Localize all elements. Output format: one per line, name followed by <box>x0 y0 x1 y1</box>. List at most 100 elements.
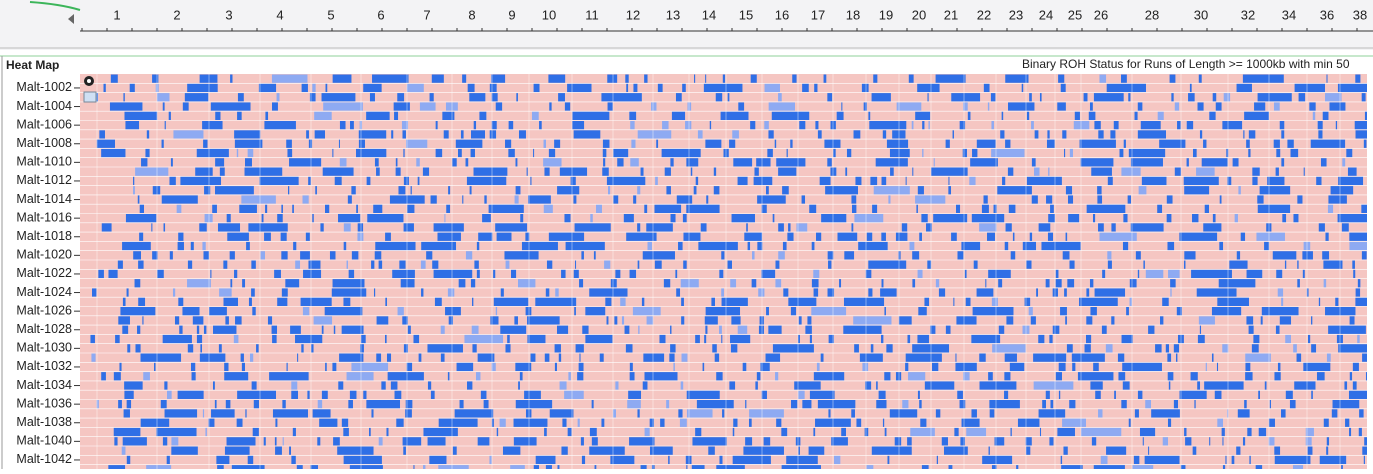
roh-block <box>1080 158 1114 167</box>
roh-block <box>264 232 271 241</box>
roh-block <box>1130 223 1164 232</box>
roh-block <box>525 307 532 316</box>
roh-block <box>433 223 464 232</box>
roh-block <box>1060 83 1066 93</box>
roh-block <box>321 325 324 334</box>
roh-block <box>662 121 669 130</box>
roh-block <box>676 288 681 297</box>
roh-block <box>581 251 584 260</box>
roh-block <box>881 176 887 186</box>
roh-block <box>675 93 682 102</box>
roh-block <box>478 232 493 241</box>
roh-block <box>1328 325 1366 334</box>
roh-block <box>1293 214 1299 223</box>
roh-block <box>1293 344 1297 353</box>
roh-block <box>1204 204 1210 213</box>
roh-block <box>1167 241 1175 251</box>
roh-block <box>917 334 929 344</box>
roh-block <box>1355 74 1361 83</box>
roh-block <box>680 279 699 288</box>
roh-block <box>1318 223 1325 232</box>
roh-block <box>1155 344 1162 353</box>
roh-block <box>1253 334 1260 344</box>
roh-block <box>467 83 475 93</box>
roh-block <box>1238 186 1241 195</box>
roh-block <box>1212 214 1216 223</box>
roh-block <box>1065 316 1067 325</box>
roh-block <box>1089 102 1093 111</box>
roh-block <box>218 344 222 353</box>
roh-block <box>310 465 319 474</box>
roh-block <box>230 279 233 288</box>
roh-block <box>691 465 705 474</box>
roh-block <box>1066 344 1073 353</box>
roh-block <box>1030 316 1036 325</box>
roh-block <box>659 334 666 344</box>
roh-block <box>343 297 351 306</box>
gear-icon[interactable] <box>84 76 94 86</box>
row-label: Malt-1018 <box>16 229 72 243</box>
roh-block <box>1322 251 1330 260</box>
roh-block <box>242 279 246 288</box>
roh-block <box>967 111 971 120</box>
roh-block <box>1237 409 1250 418</box>
roh-block <box>872 204 878 213</box>
roh-block <box>1349 427 1352 437</box>
roh-block <box>630 121 635 130</box>
roh-block <box>912 279 916 288</box>
roh-block <box>177 390 204 399</box>
roh-block <box>866 232 873 241</box>
roh-block <box>957 251 964 260</box>
roh-block <box>704 316 718 325</box>
roh-block <box>637 130 672 139</box>
roh-block <box>122 437 147 446</box>
roh-block <box>366 400 401 409</box>
roh-block <box>809 334 812 344</box>
roh-block <box>1323 260 1343 269</box>
roh-block <box>1058 362 1066 372</box>
roh-block <box>640 167 644 176</box>
roh-block <box>133 186 135 195</box>
roh-block <box>230 74 233 83</box>
chromosome-label: 10 <box>542 7 556 22</box>
roh-block <box>948 465 953 474</box>
scroll-left[interactable] <box>68 14 74 24</box>
roh-block <box>623 214 634 223</box>
row-label: Malt-1008 <box>16 136 72 150</box>
roh-block <box>303 269 322 279</box>
roh-block <box>271 74 308 83</box>
roh-block <box>1358 427 1362 437</box>
roh-block <box>332 279 365 288</box>
roh-block <box>1086 288 1090 297</box>
roh-block <box>1259 186 1291 195</box>
roh-block <box>961 418 980 427</box>
roh-block <box>493 297 529 306</box>
roh-block <box>960 437 965 446</box>
roh-block <box>1234 214 1238 223</box>
roh-block <box>1229 260 1248 269</box>
roh-block <box>308 139 313 148</box>
table-icon[interactable] <box>83 91 97 103</box>
roh-block <box>535 297 577 306</box>
roh-block <box>1186 121 1194 130</box>
roh-block <box>655 176 658 186</box>
roh-block <box>372 74 409 83</box>
roh-block <box>896 102 922 111</box>
roh-block <box>488 204 524 213</box>
roh-block <box>915 111 931 120</box>
roh-block <box>397 93 405 102</box>
roh-block <box>338 214 361 223</box>
roh-block <box>1248 325 1254 334</box>
roh-block <box>357 223 364 232</box>
roh-block <box>1176 307 1182 316</box>
roh-block <box>851 195 857 204</box>
roh-block <box>1039 93 1042 102</box>
roh-block <box>1329 102 1346 111</box>
roh-block <box>686 390 720 399</box>
roh-block <box>223 297 239 306</box>
roh-block <box>1073 121 1090 130</box>
roh-block <box>750 74 757 83</box>
roh-block <box>654 260 662 269</box>
roh-block <box>141 158 148 167</box>
roh-block <box>745 437 753 446</box>
